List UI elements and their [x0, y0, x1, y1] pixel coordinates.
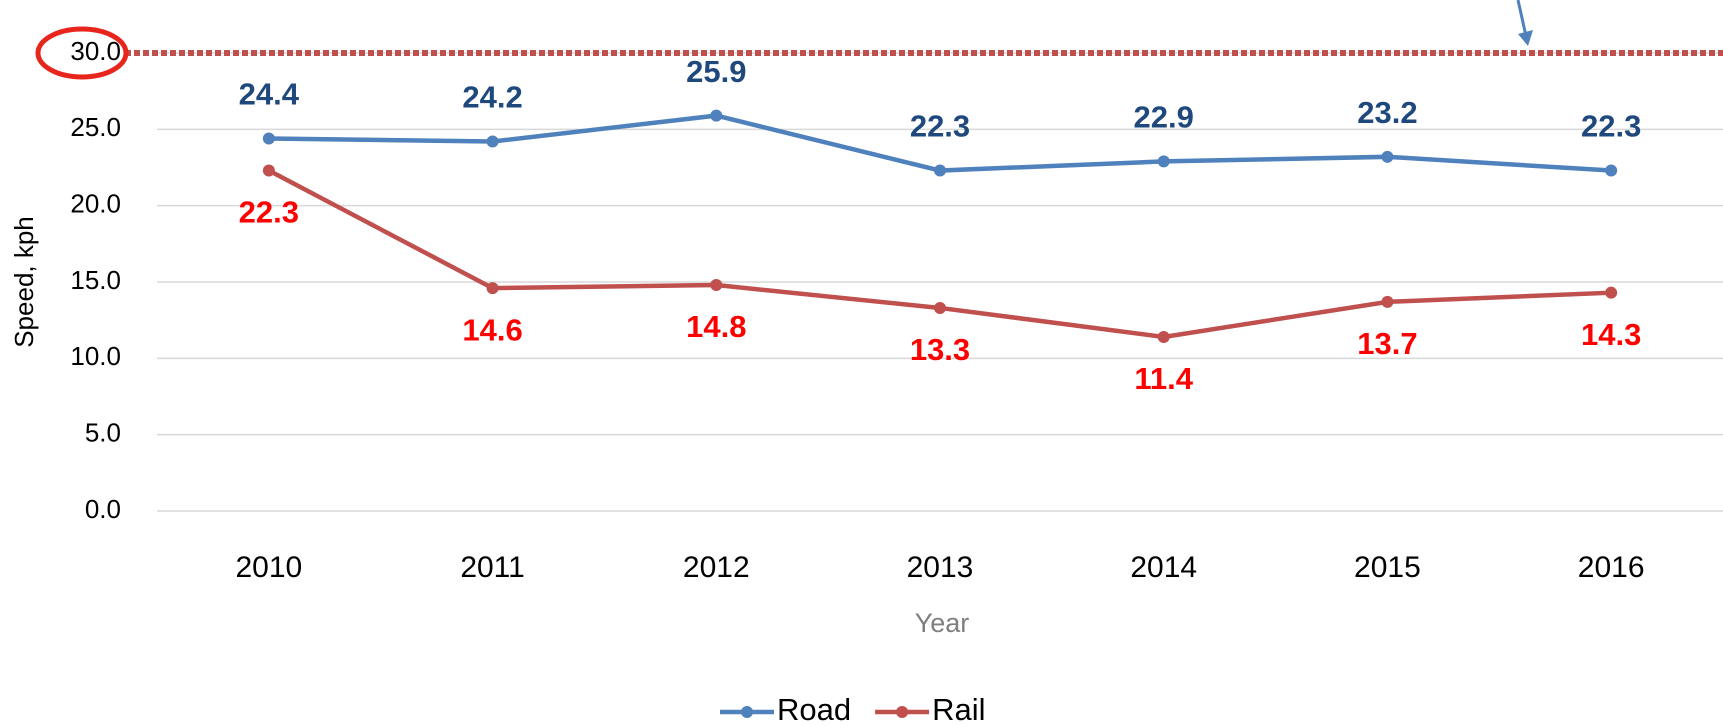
legend-item: Road [720, 692, 851, 726]
data-label: 24.4 [239, 77, 300, 112]
y-tick-label: 10.0 [70, 341, 121, 371]
legend-marker [741, 706, 753, 718]
x-tick-label: 2011 [460, 551, 525, 584]
data-point [262, 164, 275, 177]
x-tick-label: 2013 [907, 551, 974, 584]
x-tick-label: 2012 [683, 551, 750, 584]
data-label: 22.9 [1134, 100, 1194, 135]
data-label: 11.4 [1134, 361, 1193, 396]
y-tick-label: 15.0 [70, 265, 121, 295]
arrow-head [1518, 30, 1533, 46]
data-point [1605, 164, 1618, 177]
data-point [262, 132, 275, 145]
data-label: 14.3 [1581, 317, 1641, 352]
x-axis-title: Year [915, 608, 970, 638]
data-point [1157, 330, 1170, 343]
y-tick-label: 0.0 [85, 494, 121, 524]
data-label: 22.3 [239, 195, 299, 230]
data-label: 25.9 [686, 54, 746, 89]
data-label: 22.3 [1581, 109, 1641, 144]
legend-marker [896, 706, 909, 718]
data-point [486, 282, 499, 295]
x-tick-label: 2014 [1130, 551, 1197, 584]
data-point [1381, 295, 1394, 308]
annotation-arrow [1516, 0, 1528, 37]
data-label: 13.3 [910, 332, 970, 367]
legend-label: Rail [932, 692, 985, 726]
data-point [934, 301, 946, 314]
y-tick-label: 5.0 [85, 418, 121, 448]
data-point [1381, 150, 1394, 163]
y-tick-label: 20.0 [70, 189, 121, 219]
data-label: 23.2 [1357, 95, 1417, 130]
y-axis-title: Speed, kph [9, 216, 39, 348]
y-tick-label: 30.0 [70, 36, 121, 66]
data-point [1157, 155, 1170, 168]
data-label: 13.7 [1357, 326, 1417, 361]
data-label: 24.2 [462, 80, 522, 115]
highlight-circle [35, 26, 129, 80]
x-tick-label: 2015 [1354, 551, 1421, 584]
y-tick-label: 25.0 [70, 112, 121, 142]
data-point [486, 135, 499, 148]
data-label: 14.8 [686, 309, 746, 344]
data-point [710, 109, 723, 122]
data-point [710, 279, 723, 292]
x-tick-label: 2016 [1578, 551, 1645, 584]
data-point [1605, 286, 1618, 299]
legend-item: Rail [875, 692, 986, 726]
data-label: 22.3 [910, 109, 970, 144]
legend-label: Road [777, 692, 851, 726]
data-label: 14.6 [462, 312, 522, 347]
x-tick-label: 2010 [235, 551, 302, 584]
data-point [934, 164, 946, 177]
